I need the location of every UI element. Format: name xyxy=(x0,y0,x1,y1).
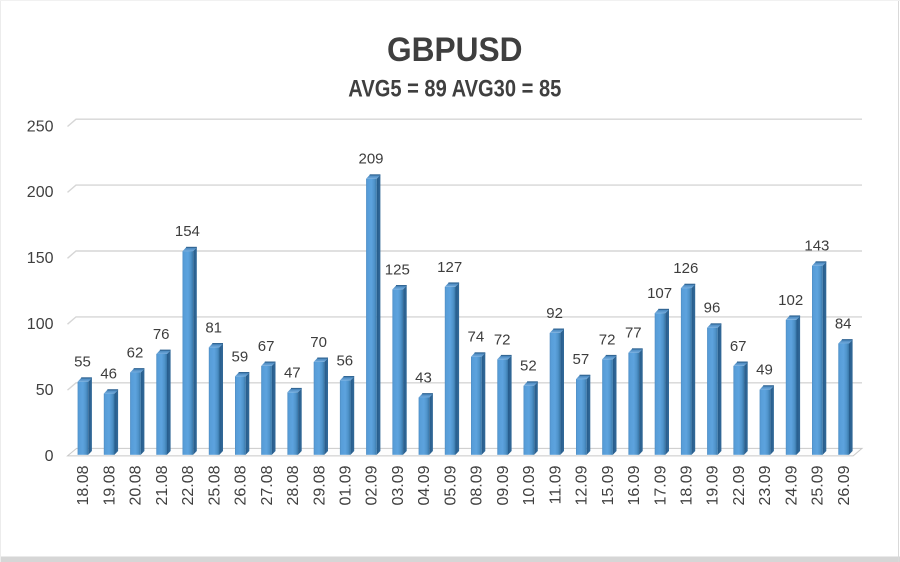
svg-text:72: 72 xyxy=(494,331,511,348)
svg-text:26.09: 26.09 xyxy=(836,465,853,505)
svg-text:209: 209 xyxy=(358,151,383,168)
svg-text:17.09: 17.09 xyxy=(652,465,669,505)
svg-text:05.09: 05.09 xyxy=(442,465,459,505)
svg-text:59: 59 xyxy=(232,348,249,365)
svg-text:18.09: 18.09 xyxy=(679,465,696,505)
svg-text:55: 55 xyxy=(74,354,91,371)
svg-text:107: 107 xyxy=(647,285,672,302)
svg-text:09.09: 09.09 xyxy=(495,465,512,505)
svg-text:12.09: 12.09 xyxy=(574,465,591,505)
svg-text:01.09: 01.09 xyxy=(338,465,355,505)
svg-text:16.09: 16.09 xyxy=(626,465,643,505)
svg-text:20.08: 20.08 xyxy=(128,465,145,505)
svg-text:15.09: 15.09 xyxy=(600,465,617,505)
svg-text:29.08: 29.08 xyxy=(311,465,328,505)
svg-text:25.09: 25.09 xyxy=(810,465,827,505)
svg-text:43: 43 xyxy=(415,370,432,387)
svg-text:76: 76 xyxy=(153,326,170,343)
svg-text:56: 56 xyxy=(336,352,353,369)
svg-text:125: 125 xyxy=(385,261,410,278)
svg-text:11.09: 11.09 xyxy=(547,465,564,504)
svg-text:96: 96 xyxy=(704,300,721,317)
svg-text:22.09: 22.09 xyxy=(731,465,748,505)
svg-text:70: 70 xyxy=(310,334,327,351)
svg-text:74: 74 xyxy=(468,329,485,346)
svg-text:10.09: 10.09 xyxy=(521,465,538,505)
svg-text:200: 200 xyxy=(27,184,54,201)
svg-text:AVG5 = 89 AVG30 = 85: AVG5 = 89 AVG30 = 85 xyxy=(348,75,561,102)
svg-text:26.08: 26.08 xyxy=(233,465,250,505)
svg-text:72: 72 xyxy=(599,331,616,348)
svg-text:27.08: 27.08 xyxy=(259,465,276,505)
svg-text:08.09: 08.09 xyxy=(469,465,486,505)
svg-text:46: 46 xyxy=(100,366,117,383)
svg-text:77: 77 xyxy=(625,325,642,342)
svg-text:102: 102 xyxy=(778,292,803,309)
svg-text:18.08: 18.08 xyxy=(75,465,92,505)
svg-text:52: 52 xyxy=(520,358,537,375)
svg-text:23.09: 23.09 xyxy=(757,465,774,505)
svg-text:21.08: 21.08 xyxy=(154,465,171,505)
svg-text:25.08: 25.08 xyxy=(206,465,223,505)
svg-text:92: 92 xyxy=(546,305,563,322)
svg-text:67: 67 xyxy=(730,338,747,355)
svg-text:100: 100 xyxy=(27,316,54,333)
svg-text:57: 57 xyxy=(573,351,590,368)
svg-text:04.09: 04.09 xyxy=(416,465,433,505)
svg-text:67: 67 xyxy=(258,338,275,355)
svg-text:22.08: 22.08 xyxy=(180,465,197,505)
svg-text:127: 127 xyxy=(437,259,462,276)
svg-text:250: 250 xyxy=(27,118,54,135)
svg-text:0: 0 xyxy=(45,448,54,465)
svg-text:47: 47 xyxy=(284,364,301,381)
svg-text:62: 62 xyxy=(127,345,144,362)
svg-text:50: 50 xyxy=(36,382,54,399)
svg-text:19.09: 19.09 xyxy=(705,465,722,505)
svg-text:126: 126 xyxy=(673,260,698,277)
svg-text:154: 154 xyxy=(175,223,200,240)
svg-text:84: 84 xyxy=(835,316,852,333)
svg-text:02.09: 02.09 xyxy=(364,465,381,505)
svg-text:19.08: 19.08 xyxy=(101,465,118,505)
svg-text:150: 150 xyxy=(27,250,54,267)
svg-text:49: 49 xyxy=(756,362,773,379)
svg-text:24.09: 24.09 xyxy=(783,465,800,505)
svg-text:143: 143 xyxy=(804,238,829,255)
svg-text:03.09: 03.09 xyxy=(390,465,407,505)
svg-text:GBPUSD: GBPUSD xyxy=(387,31,523,69)
svg-text:28.08: 28.08 xyxy=(285,465,302,505)
svg-text:81: 81 xyxy=(205,319,222,336)
